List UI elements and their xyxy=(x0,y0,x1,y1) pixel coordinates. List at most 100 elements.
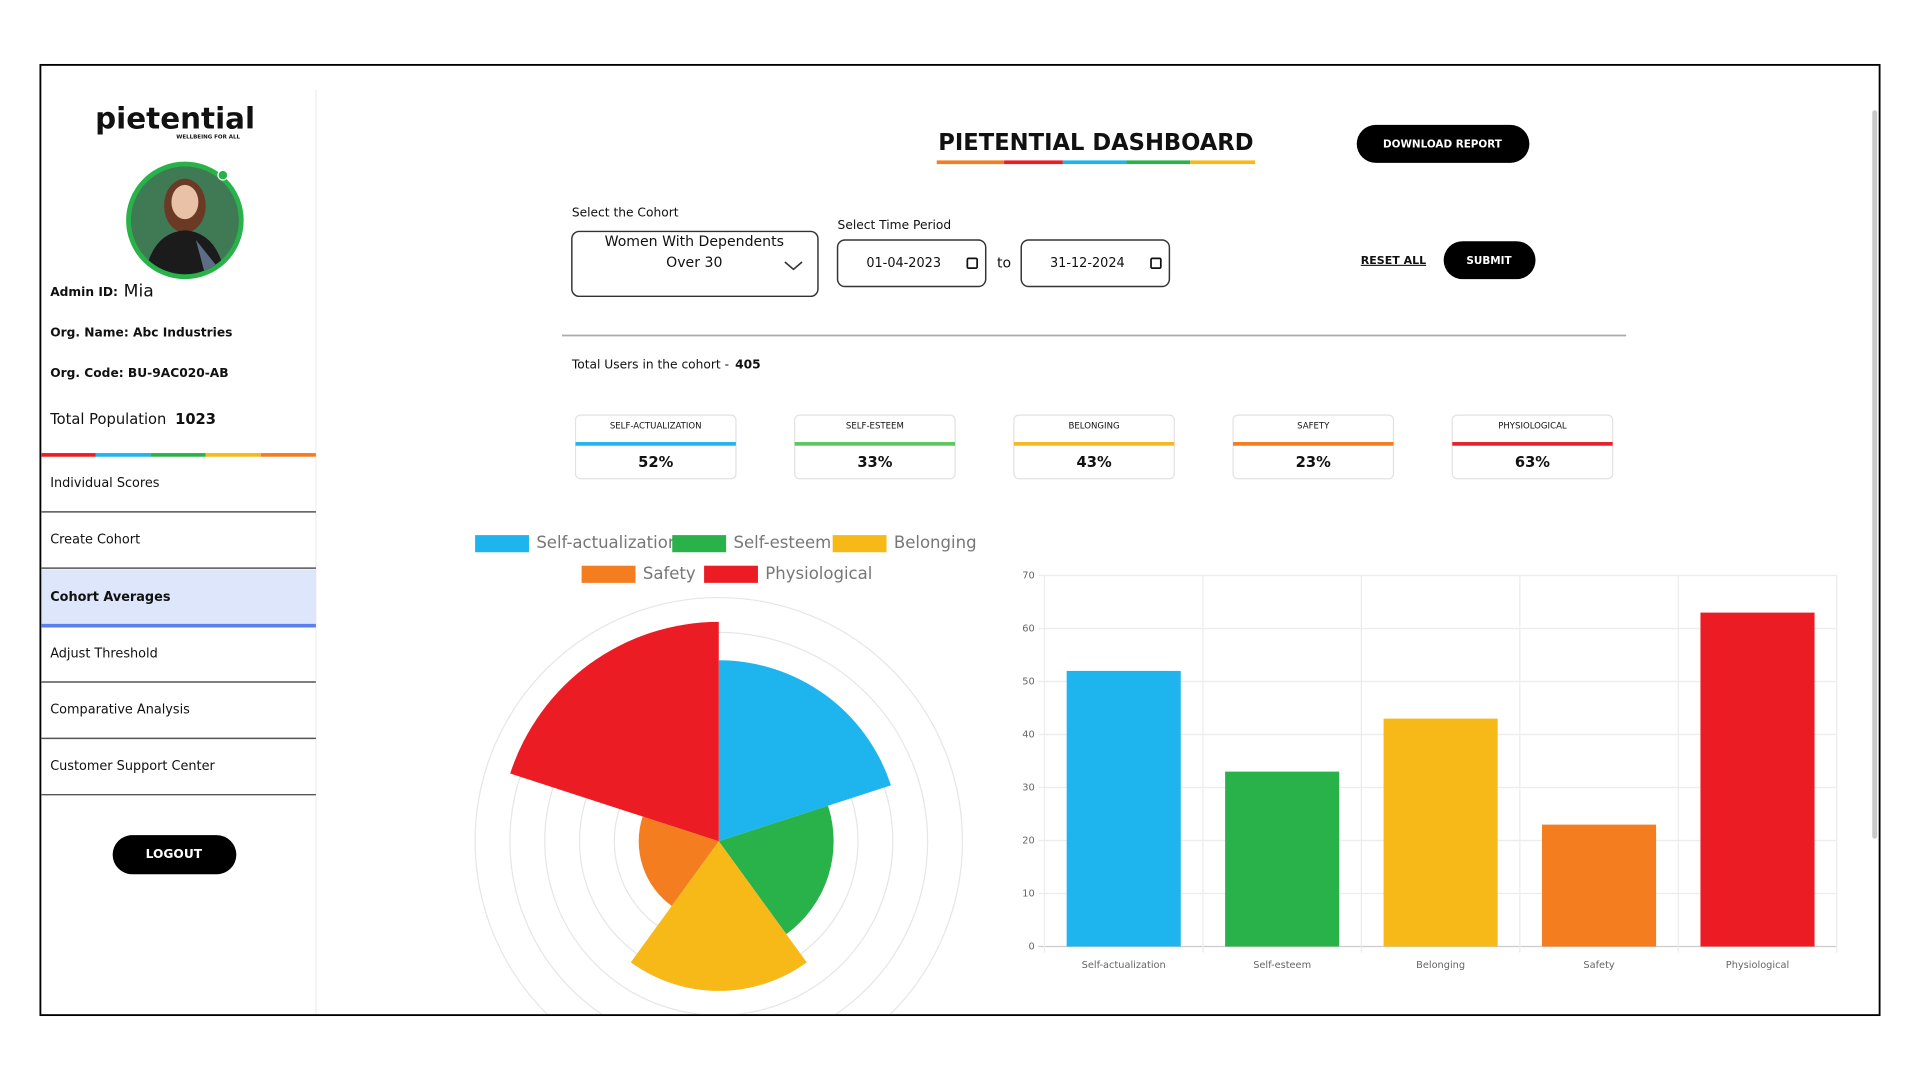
legend-item[interactable]: Self-esteem xyxy=(672,533,831,553)
cohort-label: Select the Cohort xyxy=(572,206,679,220)
select-text-box[interactable]: Women With Dependents Over 30 xyxy=(590,231,798,296)
date-box xyxy=(836,239,987,288)
menu-label[interactable]: Cohort Averages xyxy=(50,590,171,605)
legend-swatch xyxy=(672,535,727,553)
date-value[interactable]: 31-12-2024 xyxy=(1050,256,1125,271)
card-value: 43% xyxy=(1077,454,1112,471)
y-tick-label: 0 xyxy=(1028,942,1034,953)
legend-label[interactable]: Belonging xyxy=(894,533,977,552)
card-label: SELF-ESTEEM xyxy=(846,422,904,432)
title-underline xyxy=(1126,160,1191,165)
chevron xyxy=(784,261,803,271)
title-underline xyxy=(1190,160,1256,165)
polar-wedge xyxy=(630,841,807,991)
legend-item[interactable]: Safety xyxy=(581,564,696,583)
button-label[interactable]: LOGOUT xyxy=(146,847,203,861)
legend-label[interactable]: Self-actualization xyxy=(536,533,678,552)
cohort-select[interactable]: Women With Dependents Over 30 xyxy=(571,230,819,298)
card-bg xyxy=(794,414,956,480)
y-tick-label: 10 xyxy=(1022,889,1034,900)
button-bg xyxy=(1443,241,1536,280)
y-tick-label: 70 xyxy=(1022,571,1034,582)
card-value: 23% xyxy=(1296,454,1331,471)
card-bg xyxy=(1451,414,1614,480)
menu-label[interactable]: Adjust Threshold xyxy=(50,646,158,661)
card-label: SAFETY xyxy=(1297,422,1330,432)
card-accent xyxy=(1013,442,1175,446)
score-card: SAFETY 23% xyxy=(1232,414,1395,480)
card-bg xyxy=(1232,414,1395,480)
menu-item[interactable]: Cohort Averages xyxy=(40,569,316,628)
bar xyxy=(1542,824,1657,947)
legend-swatch xyxy=(704,565,758,583)
menu-label[interactable]: Customer Support Center xyxy=(50,759,215,774)
button-bg xyxy=(112,835,237,875)
download-button[interactable]: DOWNLOAD REPORT xyxy=(1356,124,1530,163)
total-users: 405 xyxy=(735,357,761,371)
menu-label[interactable]: Comparative Analysis xyxy=(50,703,190,718)
to-label: to xyxy=(997,255,1011,271)
admin-id-label: Admin ID: xyxy=(50,285,118,299)
polar-wedge xyxy=(718,805,834,935)
card-accent xyxy=(794,442,956,446)
legend-item[interactable]: Belonging xyxy=(832,533,977,553)
reset-link[interactable]: RESET ALL xyxy=(1361,254,1426,267)
card-bg xyxy=(1013,414,1175,480)
menu-label[interactable]: Individual Scores xyxy=(50,476,160,491)
card-accent xyxy=(1452,442,1613,446)
x-tick-label: Safety xyxy=(1583,960,1614,971)
bar xyxy=(1700,612,1815,947)
calendar-icon xyxy=(1150,257,1162,270)
legend-item[interactable]: Physiological xyxy=(704,564,872,583)
total-population: 1023 xyxy=(175,411,216,428)
legend-item[interactable]: Self-actualization xyxy=(475,533,678,553)
x-tick-label: Self-esteem xyxy=(1253,960,1311,971)
submit-button[interactable]: SUBMIT xyxy=(1443,241,1536,280)
date-value[interactable]: 01-04-2023 xyxy=(866,256,941,271)
legend-swatch xyxy=(475,535,529,553)
menu-label[interactable]: Create Cohort xyxy=(50,533,140,548)
menu-item[interactable]: Individual Scores xyxy=(40,476,316,513)
menu-item[interactable]: Adjust Threshold xyxy=(40,646,316,683)
card-accent xyxy=(1233,442,1394,446)
y-tick-label: 20 xyxy=(1022,836,1034,847)
scrollbar[interactable] xyxy=(1872,110,1878,839)
avatar xyxy=(126,161,244,280)
dashboard-title: PIETENTIAL DASHBOARD xyxy=(938,130,1253,156)
date-input[interactable]: 01-04-2023 xyxy=(836,239,987,288)
logout-button[interactable]: LOGOUT xyxy=(112,835,237,875)
color-strip xyxy=(95,453,151,457)
x-tick-label: Belonging xyxy=(1416,960,1465,971)
calendar-icon xyxy=(966,257,979,270)
x-tick-label: Physiological xyxy=(1726,960,1789,971)
org-name: Org. Name: Abc Industries xyxy=(50,326,232,340)
x-tick-label: Self-actualization xyxy=(1082,960,1166,971)
logo: pietential xyxy=(95,101,255,135)
bar xyxy=(1225,771,1340,947)
logo-tagline: WELLBEING FOR ALL xyxy=(176,135,240,141)
legend-label[interactable]: Self-esteem xyxy=(733,533,831,552)
date-input[interactable]: 31-12-2024 xyxy=(1020,239,1171,288)
color-strip xyxy=(150,453,206,457)
score-card: BELONGING 43% xyxy=(1013,414,1175,480)
menu-item[interactable]: Comparative Analysis xyxy=(40,703,316,740)
select-value[interactable]: Women With Dependents Over 30 xyxy=(604,232,784,271)
legend-swatch xyxy=(581,565,636,583)
score-card: SELF-ACTUALIZATION 52% xyxy=(574,414,737,480)
y-tick-label: 40 xyxy=(1022,730,1034,741)
color-strip xyxy=(205,453,261,457)
total-population-label: Total Population xyxy=(49,411,166,428)
card-value: 52% xyxy=(638,454,673,471)
legend-label[interactable]: Safety xyxy=(643,564,696,583)
button-label[interactable]: SUBMIT xyxy=(1466,255,1512,267)
legend-swatch xyxy=(832,535,887,553)
menu-item[interactable]: Create Cohort xyxy=(40,533,316,569)
grid-ring xyxy=(474,597,963,1014)
button-label[interactable]: DOWNLOAD REPORT xyxy=(1383,138,1503,150)
legend-label[interactable]: Physiological xyxy=(765,564,872,583)
org-code: Org. Code: BU-9AC020-AB xyxy=(50,366,228,380)
color-strip xyxy=(260,453,316,457)
menu-item[interactable]: Customer Support Center xyxy=(40,759,316,796)
